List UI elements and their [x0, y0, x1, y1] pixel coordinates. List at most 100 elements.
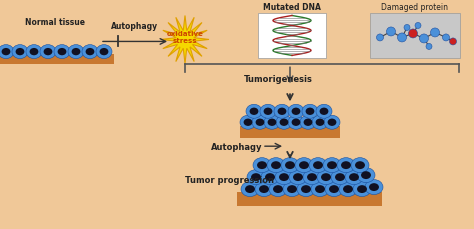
Ellipse shape [369, 183, 379, 191]
Ellipse shape [307, 173, 317, 181]
Circle shape [426, 44, 432, 50]
Ellipse shape [68, 45, 84, 59]
Ellipse shape [317, 170, 335, 185]
Ellipse shape [280, 119, 288, 126]
Circle shape [419, 35, 428, 44]
Ellipse shape [1, 49, 10, 56]
Ellipse shape [261, 170, 279, 185]
Ellipse shape [309, 158, 327, 173]
Ellipse shape [315, 185, 325, 193]
Ellipse shape [341, 161, 351, 169]
Ellipse shape [331, 170, 349, 185]
Ellipse shape [304, 119, 312, 126]
Ellipse shape [274, 105, 290, 119]
Ellipse shape [281, 158, 299, 173]
Ellipse shape [259, 185, 269, 193]
Ellipse shape [355, 161, 365, 169]
Ellipse shape [271, 161, 281, 169]
Circle shape [449, 39, 456, 46]
Ellipse shape [26, 45, 42, 59]
Circle shape [386, 28, 395, 37]
Circle shape [404, 25, 410, 31]
Ellipse shape [306, 108, 314, 115]
FancyBboxPatch shape [370, 14, 460, 59]
Ellipse shape [329, 185, 339, 193]
Ellipse shape [251, 173, 261, 181]
Ellipse shape [357, 168, 375, 183]
Ellipse shape [288, 116, 304, 130]
Ellipse shape [279, 173, 289, 181]
Ellipse shape [276, 116, 292, 130]
Ellipse shape [328, 119, 337, 126]
Ellipse shape [297, 182, 315, 197]
Ellipse shape [240, 116, 256, 130]
Ellipse shape [96, 45, 112, 59]
Ellipse shape [54, 45, 70, 59]
Text: Autophagy: Autophagy [111, 22, 159, 31]
Ellipse shape [316, 105, 332, 119]
Ellipse shape [241, 182, 259, 197]
Ellipse shape [313, 161, 323, 169]
Ellipse shape [292, 119, 301, 126]
FancyBboxPatch shape [258, 14, 326, 59]
Ellipse shape [268, 119, 276, 126]
Ellipse shape [312, 116, 328, 130]
Ellipse shape [29, 49, 38, 56]
Text: oxidative
stress: oxidative stress [166, 30, 203, 44]
Ellipse shape [327, 161, 337, 169]
Ellipse shape [349, 173, 359, 181]
Ellipse shape [273, 185, 283, 193]
Ellipse shape [82, 45, 98, 59]
Ellipse shape [247, 170, 265, 185]
Polygon shape [161, 16, 209, 64]
Ellipse shape [339, 182, 357, 197]
Ellipse shape [343, 185, 353, 193]
Ellipse shape [264, 116, 280, 130]
Ellipse shape [246, 105, 262, 119]
Ellipse shape [324, 116, 340, 130]
Ellipse shape [250, 108, 258, 115]
Ellipse shape [267, 158, 285, 173]
Ellipse shape [72, 49, 81, 56]
Ellipse shape [58, 49, 66, 56]
Ellipse shape [335, 173, 345, 181]
Ellipse shape [300, 116, 316, 130]
Circle shape [443, 35, 449, 42]
Ellipse shape [295, 158, 313, 173]
Polygon shape [0, 55, 114, 65]
Text: Normal tissue: Normal tissue [25, 18, 85, 27]
Ellipse shape [40, 45, 56, 59]
Ellipse shape [353, 182, 371, 197]
Ellipse shape [275, 170, 293, 185]
Ellipse shape [288, 105, 304, 119]
Ellipse shape [283, 182, 301, 197]
Ellipse shape [269, 182, 287, 197]
Ellipse shape [253, 158, 271, 173]
Ellipse shape [345, 170, 363, 185]
Ellipse shape [278, 108, 286, 115]
Text: Tumorigenesis: Tumorigenesis [244, 75, 312, 84]
Ellipse shape [325, 182, 343, 197]
Ellipse shape [264, 108, 273, 115]
Circle shape [376, 35, 383, 42]
Ellipse shape [323, 158, 341, 173]
Ellipse shape [357, 185, 367, 193]
Ellipse shape [287, 185, 297, 193]
Ellipse shape [289, 170, 307, 185]
Ellipse shape [252, 116, 268, 130]
Ellipse shape [12, 45, 28, 59]
Ellipse shape [299, 161, 309, 169]
Ellipse shape [0, 45, 14, 59]
Ellipse shape [257, 161, 267, 169]
Ellipse shape [301, 185, 311, 193]
Polygon shape [237, 192, 383, 206]
Ellipse shape [244, 119, 252, 126]
Ellipse shape [86, 49, 94, 56]
Ellipse shape [293, 173, 303, 181]
Text: Mutated DNA: Mutated DNA [263, 3, 321, 11]
Ellipse shape [44, 49, 53, 56]
Ellipse shape [16, 49, 24, 56]
Circle shape [430, 29, 439, 38]
Ellipse shape [337, 158, 355, 173]
Ellipse shape [260, 105, 276, 119]
